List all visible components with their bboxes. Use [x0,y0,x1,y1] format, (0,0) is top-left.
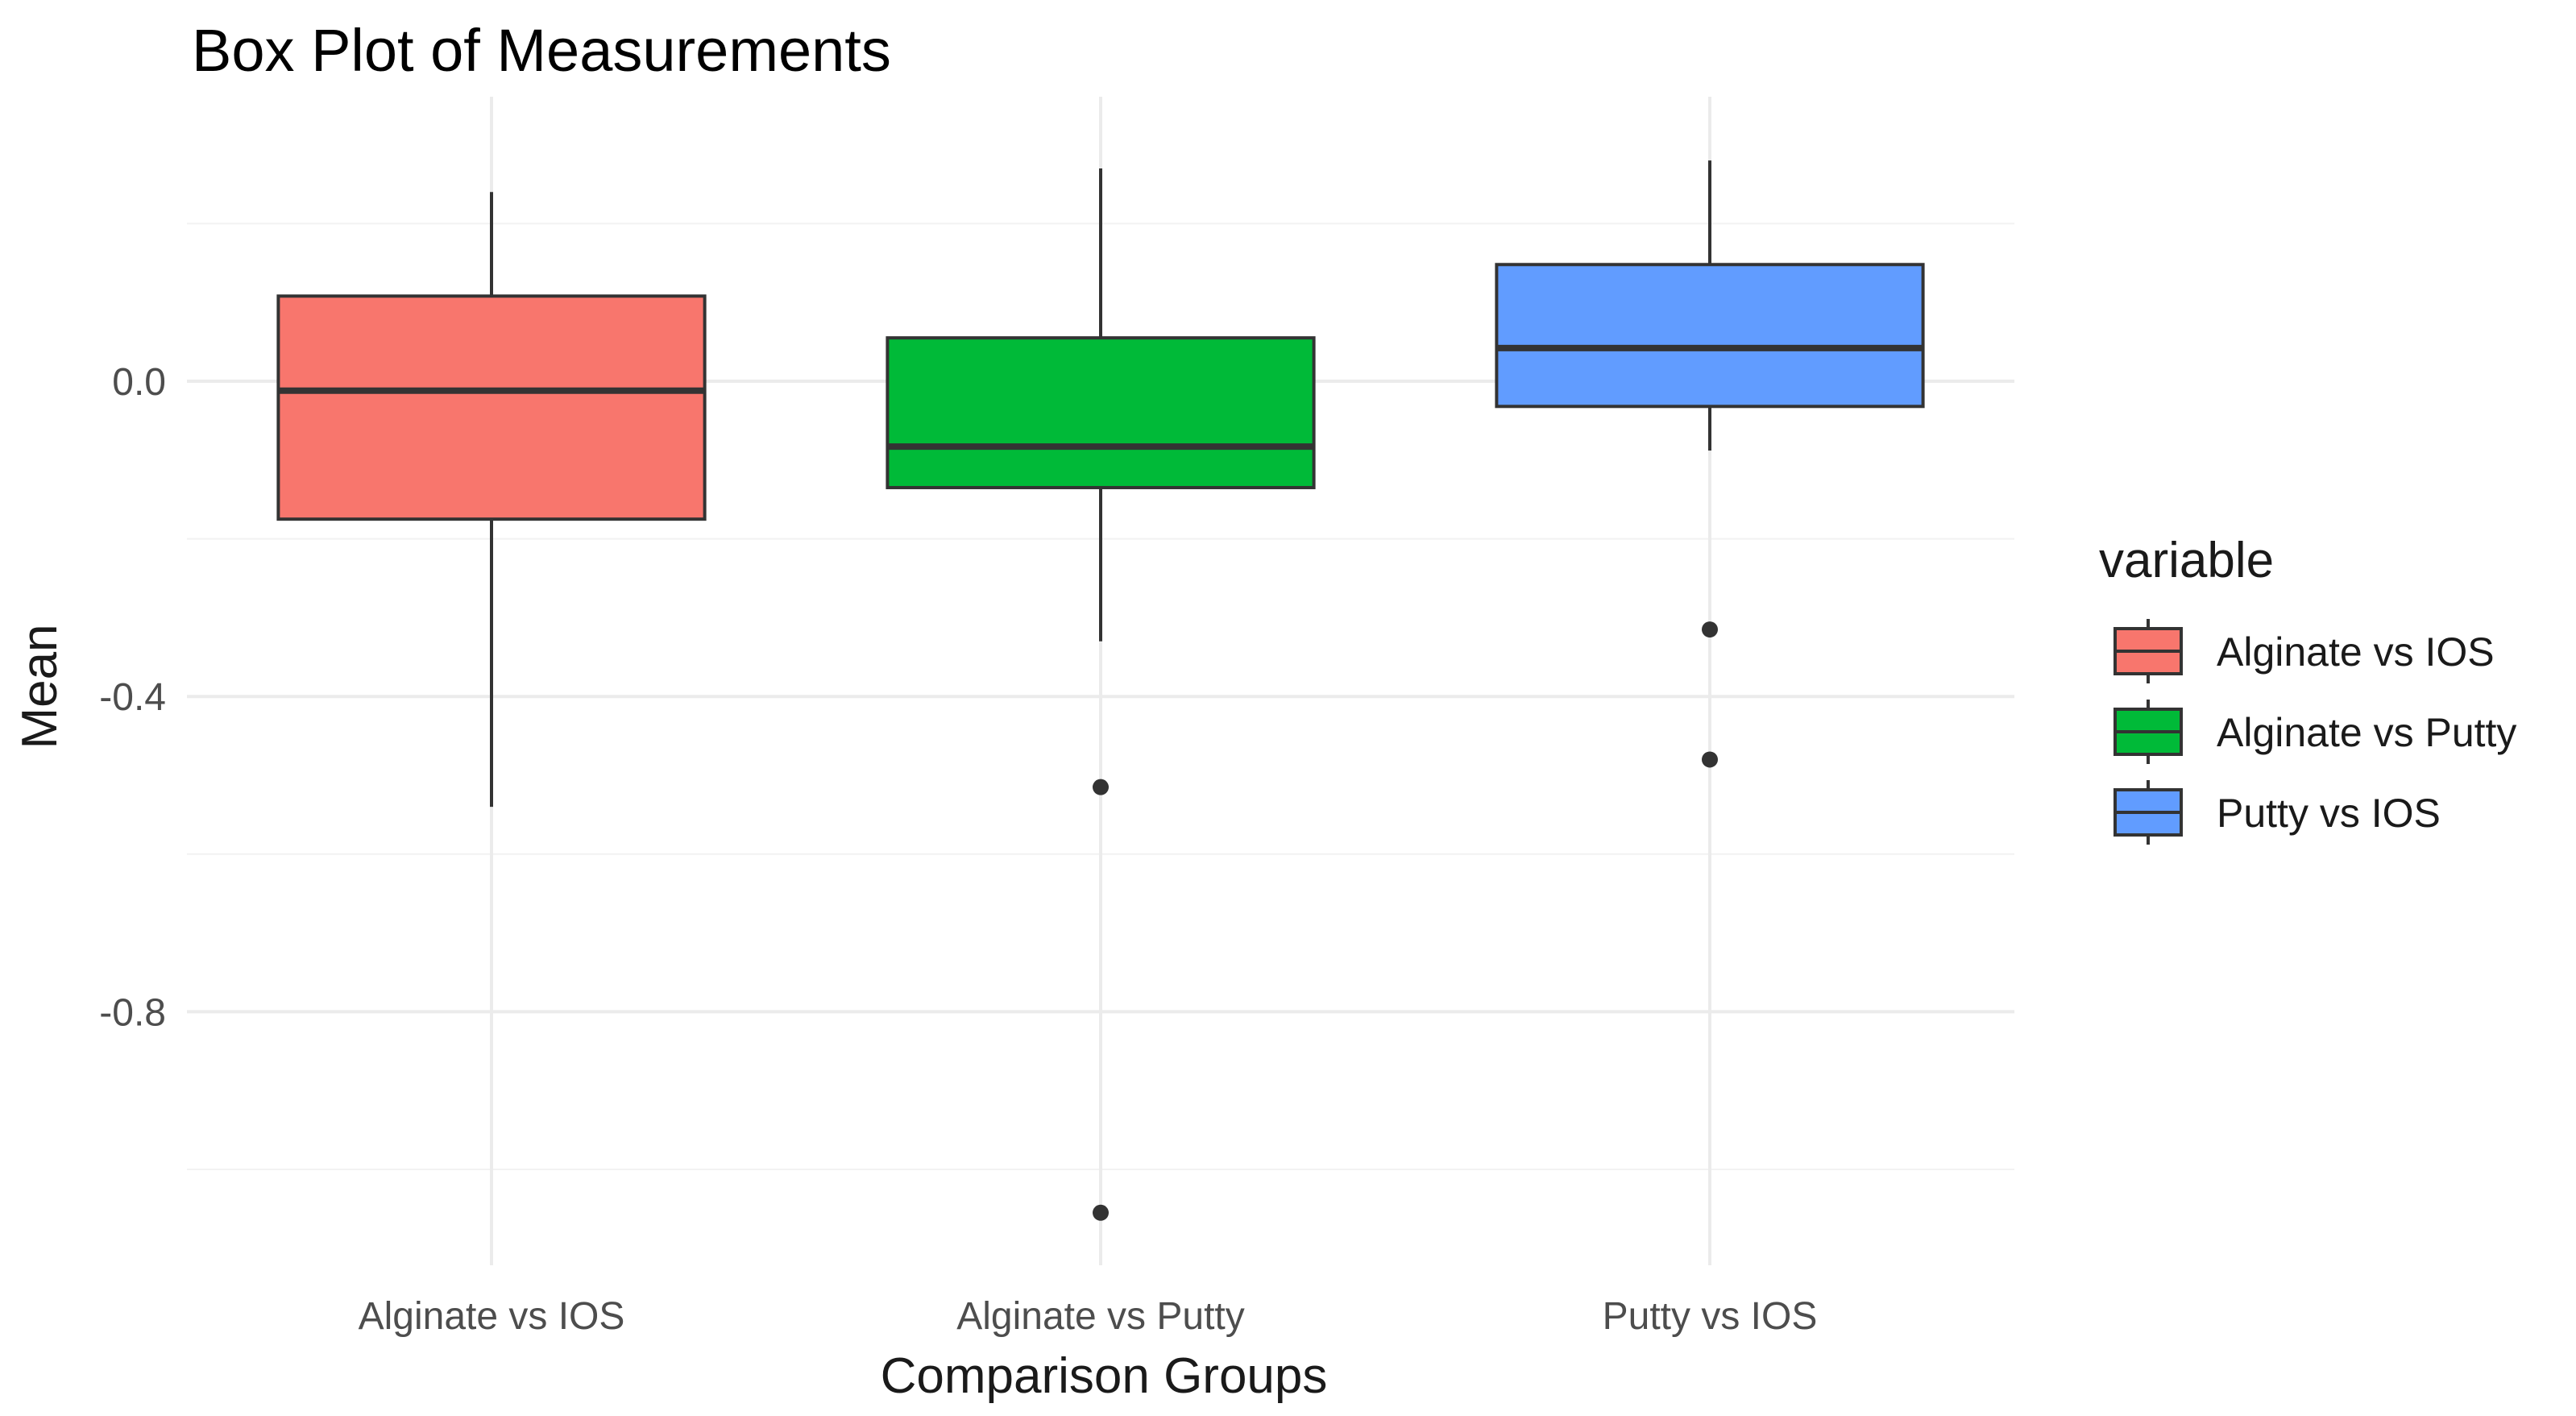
x-axis-tick-labels: Alginate vs IOS Alginate vs Putty Putty vs… [359,1295,1818,1338]
legend-label: Alginate vs Putty [2217,710,2516,755]
box-iqr [886,336,1316,490]
legend-label: Alginate vs IOS [2217,629,2495,675]
legend-items: Alginate vs IOS Alginate vs Putty Putty vs… [2113,619,2516,845]
x-tick-label: Putty vs IOS [1603,1295,1818,1338]
box-1 [276,192,707,808]
y-tick-label: 0.0 [112,361,166,404]
y-axis-tick-labels: 0.0 -0.4 -0.8 [99,361,166,1034]
y-tick-label: -0.4 [99,676,166,719]
outlier-point [1702,751,1718,768]
legend-label: Putty vs IOS [2217,791,2441,836]
chart-title: Box Plot of Measurements [192,17,891,84]
legend-item: Alginate vs IOS [2113,619,2495,683]
legend-title: variable [2099,533,2274,588]
legend-item: Putty vs IOS [2113,780,2441,845]
outlier-point [1702,621,1718,638]
y-axis-title: Mean [12,624,68,749]
y-tick-label: -0.8 [99,991,166,1034]
outlier-point [1093,779,1109,795]
box-iqr [1495,263,1925,409]
legend-item: Alginate vs Putty [2113,700,2516,764]
outlier-point [1093,1204,1109,1221]
x-tick-label: Alginate vs IOS [359,1295,625,1338]
x-axis-title: Comparison Groups [881,1348,1328,1404]
box-2 [886,168,1316,1221]
box-series-group [276,160,1925,1221]
box-3 [1495,160,1925,768]
box-iqr [276,294,707,521]
legend: variable Alginate vs IOS Alginate vs Putt… [2099,533,2516,845]
x-tick-label: Alginate vs Putty [956,1295,1245,1338]
